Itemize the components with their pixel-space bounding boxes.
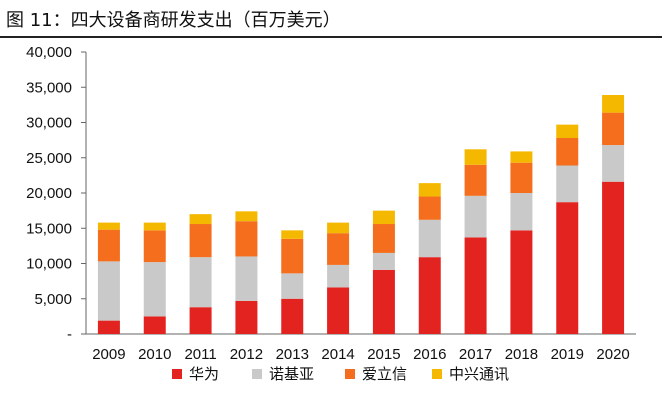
bar-segment [372,224,395,253]
y-tick-label: 35,000 [26,79,72,96]
bar-segment [602,145,625,182]
x-tick-label: 2017 [459,346,492,363]
bar-segment [235,211,258,222]
legend-label: 中兴通讯 [449,365,509,383]
x-tick-label: 2013 [276,346,309,363]
bar-segment [235,300,258,334]
bar-segment [464,164,487,196]
y-tick-label: 20,000 [26,185,72,202]
bar-segment [510,151,533,163]
bar-segment [510,162,533,193]
legend-swatch [172,369,182,379]
y-tick-label: - [67,326,72,343]
bar-segment [189,224,212,258]
title-divider [0,36,662,38]
bar-segment [464,195,487,238]
y-tick-label: 5,000 [34,291,72,308]
x-tick-label: 2009 [92,346,125,363]
bar-segment [281,273,304,299]
bar-segment [235,221,258,257]
chart-title: 图 11：四大设备商研发支出（百万美元） [6,10,341,31]
bar-segment [189,257,212,308]
bar-segment [327,233,350,265]
x-tick-label: 2014 [321,346,354,363]
bar-segment [556,138,579,166]
legend-label: 爱立信 [362,365,407,383]
x-tick-label: 2015 [367,346,400,363]
bar-segment [464,237,487,334]
bar-segment [143,262,166,317]
bar-segment [372,252,395,270]
bar-segment [327,264,350,288]
bar-segment [281,238,304,274]
legend-label: 华为 [189,365,219,383]
x-tick-label: 2012 [230,346,263,363]
legend-label: 诺基亚 [269,365,314,383]
bar-segment [97,261,120,321]
bar-segment [602,95,625,113]
y-tick-label: 10,000 [26,256,72,273]
bar-segment [418,196,441,220]
bar-segment [556,202,579,334]
bar-segment [97,320,120,334]
bar-segment [97,229,120,262]
bar-segment [327,287,350,334]
x-tick-label: 2016 [413,346,446,363]
bar-segment [556,165,579,203]
bar-segment [143,316,166,334]
y-tick-label: 15,000 [26,220,72,237]
bar-segment [372,210,395,225]
bar-segment [556,124,579,139]
bar-segment [418,183,441,197]
bar-segment [510,230,533,334]
y-tick-label: 40,000 [26,44,72,61]
x-tick-label: 2011 [184,346,216,363]
x-tick-label: 2018 [505,346,538,363]
bar-segment [510,193,533,231]
bar-segment [602,112,625,146]
legend-swatch [345,369,355,379]
bar-segment [418,219,441,258]
y-tick-label: 25,000 [26,150,72,167]
bar-segment [189,307,212,334]
bar-segment [97,222,120,230]
x-tick-label: 2019 [551,346,584,363]
bar-segment [281,230,304,239]
bar-segment [143,230,166,263]
legend-swatch [432,369,442,379]
y-tick-label: 30,000 [26,115,72,132]
bar-segment [372,269,395,334]
bar-segment [327,222,350,234]
bar-segment [235,256,258,301]
bar-segment [189,214,212,225]
bar-segment [464,149,487,165]
bar-segment [602,181,625,334]
bar-segment [143,222,166,231]
x-tick-label: 2020 [596,346,629,363]
legend-swatch [252,369,262,379]
bar-segment [281,298,304,334]
bar-segment [418,257,441,334]
x-tick-label: 2010 [138,346,171,363]
